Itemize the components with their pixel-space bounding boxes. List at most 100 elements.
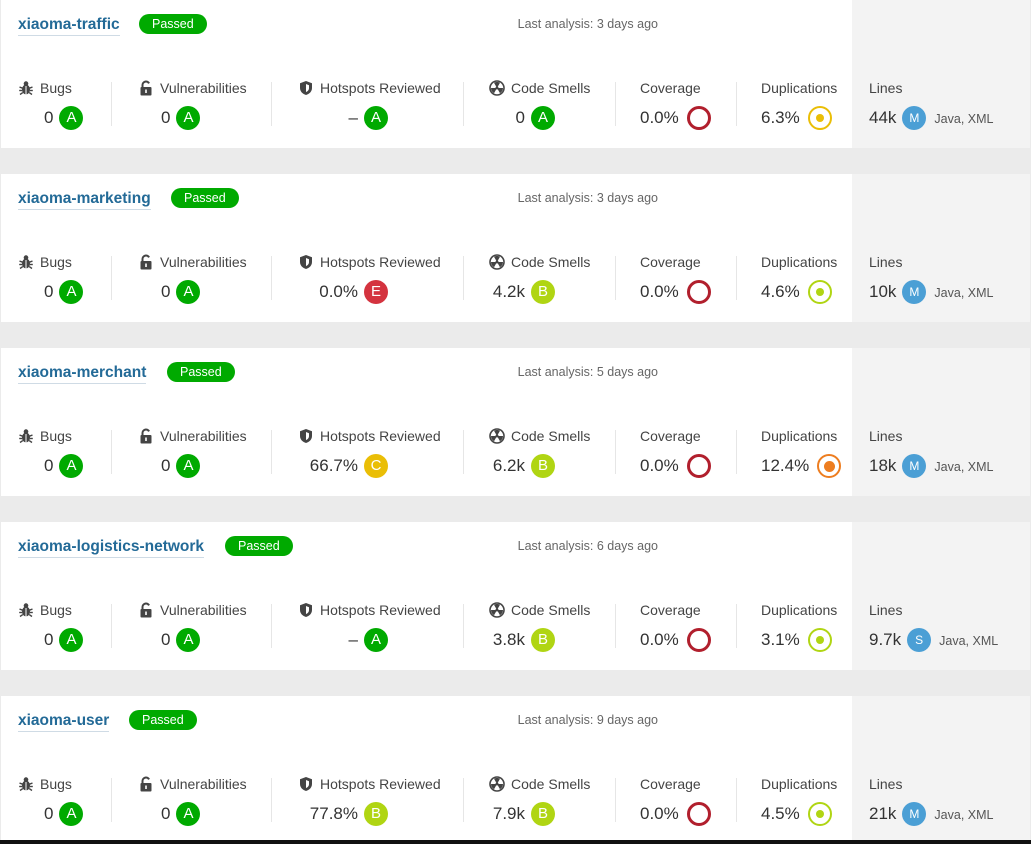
size-rating-badge[interactable]: S bbox=[907, 628, 932, 652]
vulnerabilities-rating-badge[interactable]: A bbox=[176, 280, 201, 304]
project-name-link[interactable]: xiaoma-user bbox=[18, 712, 110, 732]
coverage-ring-icon bbox=[686, 628, 711, 652]
size-rating-badge[interactable]: M bbox=[902, 280, 927, 304]
project-card-header: xiaoma-merchant Passed Last analysis: 5 … bbox=[1, 348, 852, 408]
duplications-measure[interactable]: Duplications 4.5% bbox=[761, 696, 851, 844]
coverage-label: Coverage bbox=[640, 254, 701, 270]
lines-measure[interactable]: Lines 9.7k S Java, XML bbox=[869, 522, 1029, 670]
hotspots-rating-badge[interactable]: E bbox=[364, 280, 388, 304]
code-smells-rating-badge[interactable]: B bbox=[531, 802, 555, 826]
bugs-rating-badge[interactable]: A bbox=[59, 280, 84, 304]
lines-panel bbox=[852, 0, 1030, 148]
duplications-percent: 12.4% bbox=[761, 456, 810, 475]
vulnerabilities-label: Vulnerabilities bbox=[138, 776, 247, 792]
coverage-measure[interactable]: Coverage 0.0% bbox=[640, 348, 730, 496]
code-smells-label: Code Smells bbox=[489, 80, 590, 96]
coverage-label: Coverage bbox=[640, 80, 701, 96]
code-smells-rating-badge[interactable]: A bbox=[531, 106, 555, 130]
lines-panel bbox=[852, 696, 1030, 844]
bugs-rating-badge[interactable]: A bbox=[59, 106, 84, 130]
lock-icon bbox=[138, 602, 154, 618]
size-rating-badge[interactable]: M bbox=[902, 454, 927, 478]
hotspots-measure[interactable]: Hotspots Reviewed 0.0% E bbox=[298, 174, 463, 322]
vulnerabilities-rating-badge[interactable]: A bbox=[176, 454, 201, 478]
code-smells-measure[interactable]: Code Smells 3.8k B bbox=[489, 522, 609, 670]
hotspots-measure[interactable]: Hotspots Reviewed 66.7% C bbox=[298, 348, 463, 496]
vulnerabilities-rating-badge[interactable]: A bbox=[176, 802, 201, 826]
vulnerabilities-count: 0 bbox=[161, 108, 171, 127]
code-smells-measure[interactable]: Code Smells 7.9k B bbox=[489, 696, 609, 844]
code-smells-measure[interactable]: Code Smells 4.2k B bbox=[489, 174, 609, 322]
vulnerabilities-rating-badge[interactable]: A bbox=[176, 106, 201, 130]
bugs-rating-badge[interactable]: A bbox=[59, 628, 84, 652]
lines-measure[interactable]: Lines 18k M Java, XML bbox=[869, 348, 1029, 496]
code-smells-rating-badge[interactable]: B bbox=[531, 454, 555, 478]
shield-icon bbox=[298, 254, 314, 270]
hotspots-rating-badge[interactable]: A bbox=[364, 106, 388, 130]
hotspots-measure[interactable]: Hotspots Reviewed 77.8% B bbox=[298, 696, 463, 844]
duplications-measure[interactable]: Duplications 3.1% bbox=[761, 522, 851, 670]
coverage-measure[interactable]: Coverage 0.0% bbox=[640, 174, 730, 322]
vulnerabilities-label: Vulnerabilities bbox=[138, 428, 247, 444]
hotspots-rating-badge[interactable]: B bbox=[364, 802, 388, 826]
project-name-link[interactable]: xiaoma-merchant bbox=[18, 364, 147, 384]
coverage-measure[interactable]: Coverage 0.0% bbox=[640, 522, 730, 670]
coverage-measure[interactable]: Coverage 0.0% bbox=[640, 696, 730, 844]
project-name-link[interactable]: xiaoma-logistics-network bbox=[18, 538, 205, 558]
coverage-ring-icon bbox=[686, 280, 711, 304]
coverage-ring-icon bbox=[686, 106, 711, 130]
duplications-measure[interactable]: Duplications 12.4% bbox=[761, 348, 851, 496]
duplications-measure[interactable]: Duplications 4.6% bbox=[761, 174, 851, 322]
code-smells-value: 3.8k B bbox=[493, 628, 555, 652]
code-smells-rating-badge[interactable]: B bbox=[531, 280, 555, 304]
hotspots-measure[interactable]: Hotspots Reviewed – A bbox=[298, 522, 463, 670]
hotspots-measure[interactable]: Hotspots Reviewed – A bbox=[298, 0, 463, 148]
size-rating-badge[interactable]: M bbox=[902, 802, 927, 826]
bugs-rating-badge[interactable]: A bbox=[59, 454, 84, 478]
hotspots-value: – A bbox=[349, 106, 388, 130]
lock-icon bbox=[138, 254, 154, 270]
duplications-measure[interactable]: Duplications 6.3% bbox=[761, 0, 851, 148]
last-analysis-text: Last analysis: 3 days ago bbox=[517, 17, 658, 31]
vulnerabilities-count: 0 bbox=[161, 630, 171, 649]
vulnerabilities-rating-badge[interactable]: A bbox=[176, 628, 201, 652]
code-smells-measure[interactable]: Code Smells 6.2k B bbox=[489, 348, 609, 496]
size-rating-badge[interactable]: M bbox=[902, 106, 927, 130]
bugs-rating-badge[interactable]: A bbox=[59, 802, 84, 826]
project-card-header: xiaoma-traffic Passed Last analysis: 3 d… bbox=[1, 0, 852, 60]
lock-icon bbox=[138, 80, 154, 96]
project-name-link[interactable]: xiaoma-marketing bbox=[18, 190, 151, 210]
lines-measure[interactable]: Lines 44k M Java, XML bbox=[869, 0, 1029, 148]
bugs-count: 0 bbox=[44, 282, 54, 301]
hotspots-rating-badge[interactable]: A bbox=[364, 628, 388, 652]
lines-label: Lines bbox=[869, 428, 903, 444]
code-smells-rating-badge[interactable]: B bbox=[531, 628, 555, 652]
code-smells-value: 4.2k B bbox=[493, 280, 555, 304]
coverage-measure[interactable]: Coverage 0.0% bbox=[640, 0, 730, 148]
duplications-percent: 4.6% bbox=[761, 282, 800, 301]
code-smells-label: Code Smells bbox=[489, 776, 590, 792]
bugs-count: 0 bbox=[44, 456, 54, 475]
languages-text: Java, XML bbox=[939, 634, 999, 648]
lines-panel bbox=[852, 348, 1030, 496]
lines-measure[interactable]: Lines 21k M Java, XML bbox=[869, 696, 1029, 844]
coverage-percent: 0.0% bbox=[640, 456, 679, 475]
project-card-header: xiaoma-marketing Passed Last analysis: 3… bbox=[1, 174, 852, 234]
coverage-percent: 0.0% bbox=[640, 108, 679, 127]
hotspots-rating-badge[interactable]: C bbox=[364, 454, 388, 478]
lines-count: 21k bbox=[869, 804, 897, 823]
lines-measure[interactable]: Lines 10k M Java, XML bbox=[869, 174, 1029, 322]
project-name-link[interactable]: xiaoma-traffic bbox=[18, 16, 120, 36]
